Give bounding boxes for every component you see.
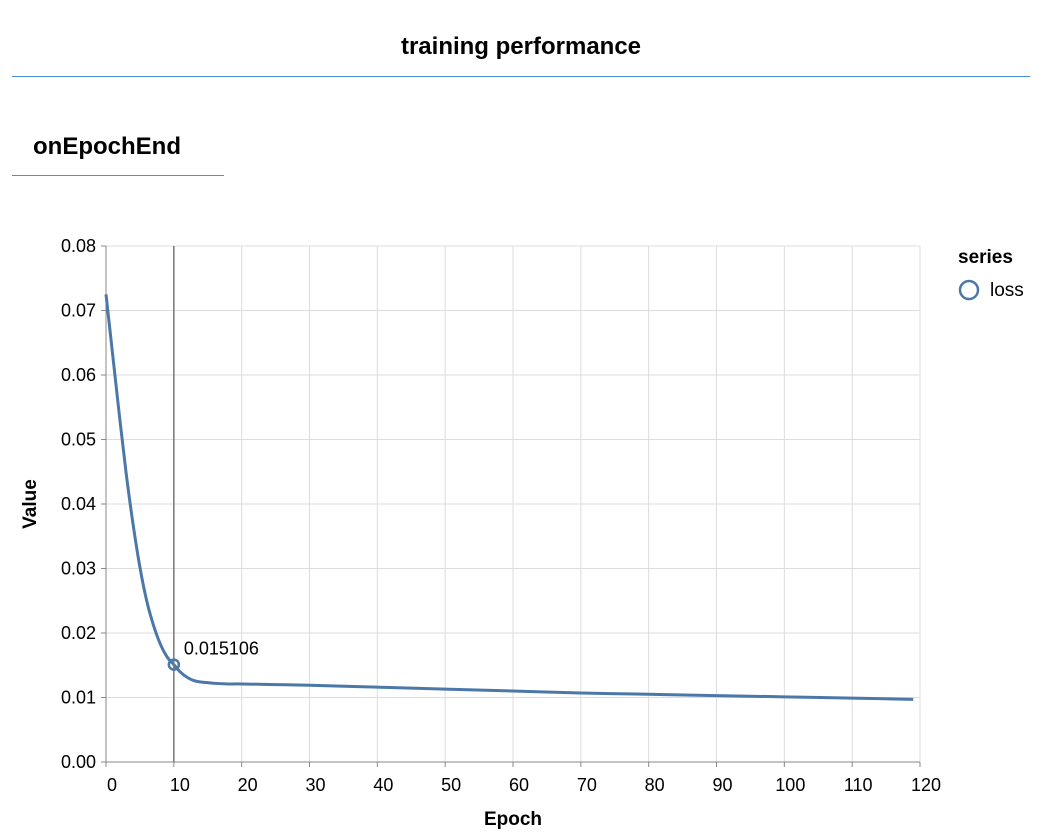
x-axis-title: Epoch xyxy=(484,809,542,830)
hover-point xyxy=(167,658,181,671)
legend-symbol-loss xyxy=(958,279,980,301)
legend-label-loss: loss xyxy=(990,280,1024,301)
x-tick-label: 70 xyxy=(577,775,597,795)
legend[interactable]: series loss xyxy=(958,247,1024,301)
x-tick-label: 60 xyxy=(509,775,529,795)
x-tick-label: 10 xyxy=(170,775,190,795)
legend-title: series xyxy=(958,247,1013,268)
y-tick-label: 0.07 xyxy=(61,301,96,321)
tab-onepochend[interactable]: onEpochEnd xyxy=(12,118,224,176)
x-tick-label: 120 xyxy=(911,775,941,795)
x-tick-label: 90 xyxy=(712,775,732,795)
series-layer xyxy=(104,294,914,701)
x-tick-label: 100 xyxy=(775,775,805,795)
visor-title-bar: training performance xyxy=(12,0,1030,77)
chart-grid xyxy=(105,245,921,763)
series-line-loss xyxy=(104,294,914,701)
y-tick-label: 0.08 xyxy=(61,236,96,256)
x-tick-label: 40 xyxy=(373,775,393,795)
x-tick-label: 0 xyxy=(107,775,117,795)
hover-layer: 0.015106 xyxy=(167,246,259,762)
y-tick-label: 0.00 xyxy=(61,752,96,772)
y-axis: 0.00 0.01 0.02 0.03 0.04 0.05 0.06 0.07 0.08 xyxy=(61,236,106,772)
x-axis: 0 10 20 30 40 50 60 70 80 90 100 110 120 xyxy=(105,762,941,795)
y-tick-label: 0.06 xyxy=(61,365,96,385)
y-tick-label: 0.02 xyxy=(61,623,96,643)
hover-value-label: 0.015106 xyxy=(184,639,259,659)
x-tick-label: 30 xyxy=(305,775,325,795)
x-tick-label: 110 xyxy=(844,775,873,795)
y-tick-label: 0.03 xyxy=(61,559,96,579)
y-tick-label: 0.01 xyxy=(61,688,96,708)
tab-label: onEpochEnd xyxy=(33,133,181,160)
y-tick-label: 0.05 xyxy=(61,430,96,450)
y-tick-label: 0.04 xyxy=(61,494,96,514)
x-tick-label: 20 xyxy=(238,775,258,795)
visor-title: training performance xyxy=(400,33,642,60)
x-tick-label: 80 xyxy=(645,775,665,795)
chart-axes: Epoch Value xyxy=(20,246,920,830)
x-tick-label: 50 xyxy=(441,775,461,795)
y-axis-title: Value xyxy=(20,479,41,529)
